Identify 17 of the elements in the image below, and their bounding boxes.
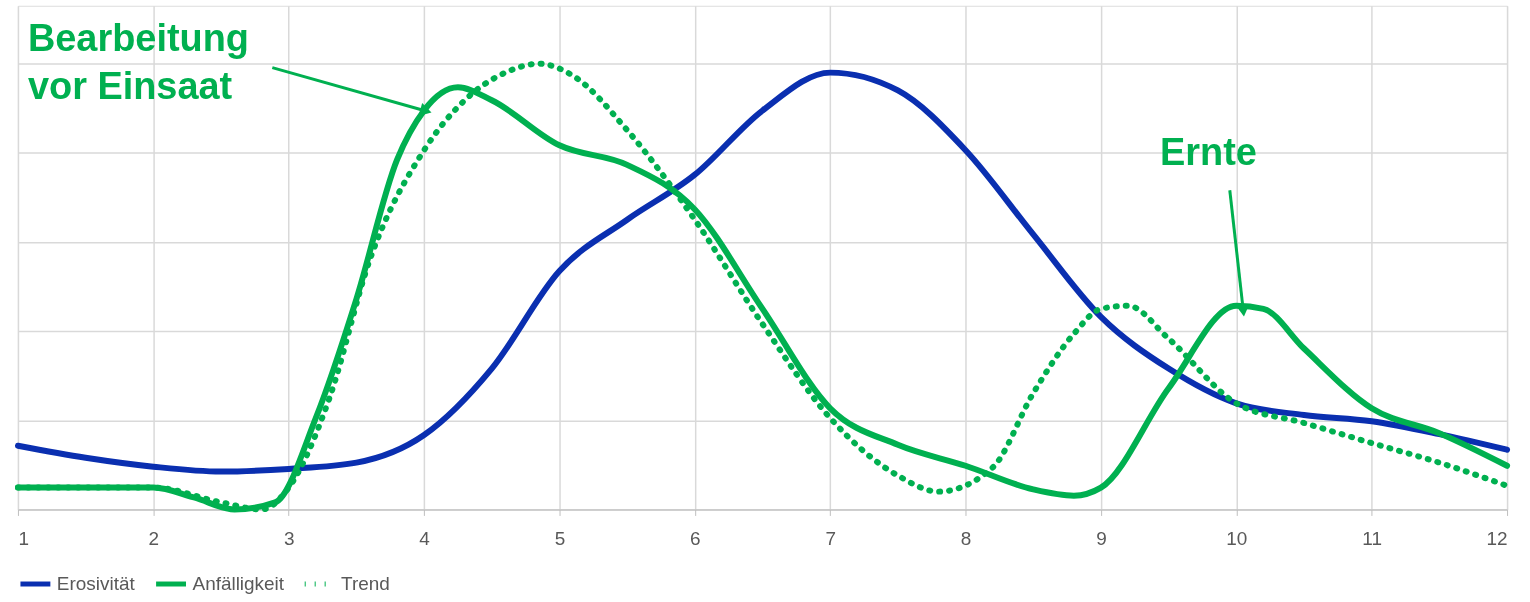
x-tick-label: 2	[148, 527, 160, 549]
x-tick-label: 12	[1486, 527, 1508, 549]
x-tick-label: 10	[1226, 527, 1248, 549]
legend-label: Erosivität	[56, 572, 136, 594]
x-tick-label: 1	[18, 527, 29, 549]
x-tick-label: 3	[283, 527, 295, 549]
x-tick-label: 9	[1096, 527, 1107, 549]
annotation: Bearbeitung vor Einsaat	[27, 16, 249, 107]
annotation: Ernte	[1159, 131, 1257, 174]
x-tick-label: 5	[554, 527, 566, 549]
x-tick-label: 11	[1362, 527, 1383, 549]
x-tick-label: 7	[825, 527, 836, 549]
legend-label: Trend	[341, 572, 390, 594]
legend-label: Anfälligkeit	[192, 572, 285, 594]
x-tick-label: 6	[690, 527, 701, 549]
x-tick-label: 4	[419, 527, 430, 549]
x-tick-label: 8	[960, 527, 972, 549]
